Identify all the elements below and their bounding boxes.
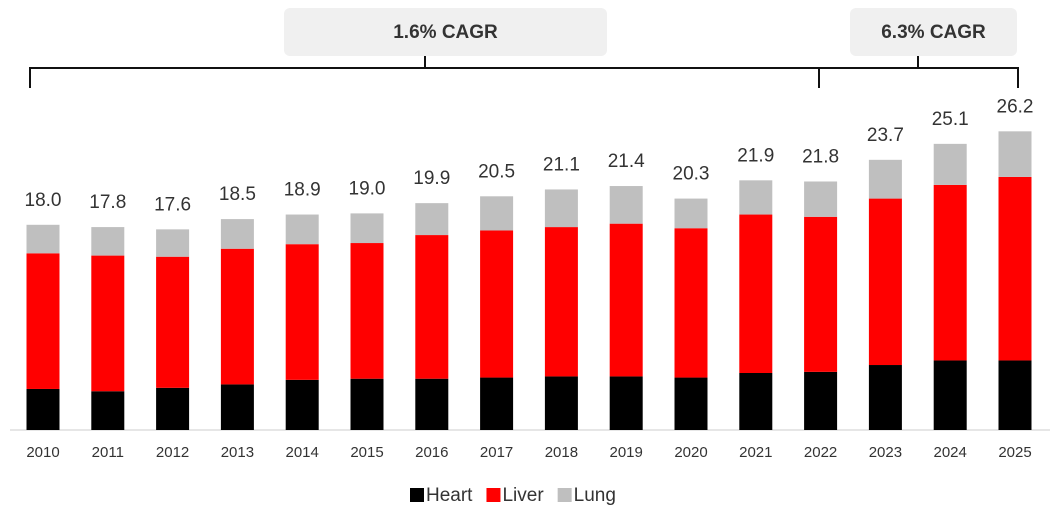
bar-segment bbox=[933, 143, 967, 185]
total-label: 21.9 bbox=[737, 145, 774, 166]
bar-segment bbox=[26, 224, 60, 254]
annotation-box bbox=[850, 8, 1017, 56]
annotation-text: 1.6% CAGR bbox=[393, 22, 498, 43]
bar-segment bbox=[156, 229, 190, 257]
bar-segment bbox=[220, 219, 254, 249]
bar-segment bbox=[933, 360, 967, 430]
bar-segment bbox=[350, 378, 384, 430]
bar-segment bbox=[868, 198, 902, 366]
total-label: 17.8 bbox=[89, 192, 126, 213]
bar-segment bbox=[609, 223, 643, 377]
bar-segment bbox=[868, 365, 902, 430]
bar-segment bbox=[91, 391, 125, 430]
bar-segment bbox=[415, 378, 449, 430]
bar-segment bbox=[544, 189, 578, 228]
bar-segment bbox=[285, 244, 319, 380]
total-label: 26.2 bbox=[997, 96, 1034, 117]
bar-segment bbox=[156, 256, 190, 388]
bar-segment bbox=[480, 196, 514, 231]
bar-segment bbox=[933, 184, 967, 361]
x-tick-label: 2025 bbox=[998, 444, 1031, 461]
bar-segment bbox=[415, 203, 449, 236]
x-tick-label: 2013 bbox=[221, 444, 254, 461]
bar-segment bbox=[998, 360, 1032, 430]
total-label: 20.5 bbox=[478, 161, 515, 182]
x-tick-label: 2020 bbox=[674, 444, 707, 461]
bar-segment bbox=[26, 388, 60, 430]
x-tick-label: 2024 bbox=[934, 444, 967, 461]
bar-segment bbox=[91, 227, 125, 256]
bar-segment bbox=[804, 181, 838, 217]
bar-segment bbox=[91, 255, 125, 392]
bar-segment bbox=[220, 384, 254, 430]
total-label: 19.9 bbox=[413, 168, 450, 189]
x-tick-label: 2010 bbox=[26, 444, 59, 461]
bar-segment bbox=[26, 253, 60, 389]
total-label: 18.9 bbox=[284, 180, 321, 201]
x-tick-label: 2014 bbox=[286, 444, 319, 461]
bar-segment bbox=[868, 159, 902, 199]
total-label: 18.0 bbox=[25, 190, 62, 211]
x-tick-label: 2015 bbox=[350, 444, 383, 461]
bar-segment bbox=[285, 379, 319, 430]
total-label: 25.1 bbox=[932, 109, 969, 130]
total-label: 21.8 bbox=[802, 146, 839, 167]
bar-segment bbox=[739, 180, 773, 215]
x-tick-label: 2012 bbox=[156, 444, 189, 461]
bar-segment bbox=[544, 376, 578, 430]
annotation-bracket bbox=[818, 56, 1019, 88]
total-label: 19.0 bbox=[349, 178, 386, 199]
x-tick-label: 2023 bbox=[869, 444, 902, 461]
x-tick-label: 2016 bbox=[415, 444, 448, 461]
annotation-bracket bbox=[29, 56, 820, 88]
annotation-box bbox=[284, 8, 607, 56]
annotation-text: 6.3% CAGR bbox=[881, 22, 986, 43]
bar-segment bbox=[544, 227, 578, 377]
total-label: 20.3 bbox=[673, 164, 710, 185]
legend-swatch bbox=[410, 488, 424, 502]
bar-segment bbox=[674, 198, 708, 229]
bar-segment bbox=[998, 176, 1032, 361]
bar-segment bbox=[285, 214, 319, 245]
bar-segment bbox=[415, 235, 449, 379]
total-label: 21.1 bbox=[543, 154, 580, 175]
bar-segment bbox=[674, 228, 708, 378]
bar-segment bbox=[350, 213, 384, 244]
bar-segment bbox=[739, 373, 773, 430]
bar-segment bbox=[609, 376, 643, 430]
bar-segment bbox=[220, 248, 254, 385]
bar-segment bbox=[804, 371, 838, 430]
x-tick-label: 2017 bbox=[480, 444, 513, 461]
bar-segment bbox=[480, 377, 514, 430]
x-tick-label: 2011 bbox=[92, 444, 124, 461]
legend-swatch bbox=[557, 488, 572, 502]
legend-swatch bbox=[486, 488, 501, 502]
legend-label: Liver bbox=[502, 485, 544, 506]
bar-segment bbox=[480, 230, 514, 378]
x-tick-label: 2022 bbox=[804, 444, 837, 461]
bar-segment bbox=[998, 131, 1032, 177]
bar-segment bbox=[156, 387, 190, 430]
legend-label: Lung bbox=[574, 485, 616, 506]
total-label: 23.7 bbox=[867, 125, 904, 146]
bar-segment bbox=[350, 243, 384, 379]
total-label: 21.4 bbox=[608, 151, 645, 172]
bar-segment bbox=[804, 216, 838, 372]
x-tick-label: 2021 bbox=[739, 444, 772, 461]
x-tick-label: 2019 bbox=[610, 444, 643, 461]
bar-segment bbox=[609, 186, 643, 224]
bar-segment bbox=[674, 377, 708, 430]
bar-segment bbox=[739, 214, 773, 373]
legend-label: Heart bbox=[426, 485, 473, 506]
x-tick-label: 2018 bbox=[545, 444, 578, 461]
total-label: 18.5 bbox=[219, 184, 256, 205]
total-label: 17.6 bbox=[154, 194, 191, 215]
